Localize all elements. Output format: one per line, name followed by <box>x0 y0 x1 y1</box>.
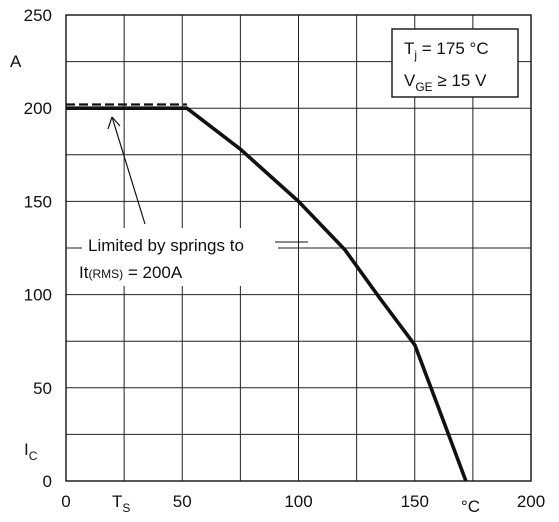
y-tick-label: 50 <box>33 379 52 398</box>
x-tick-labels: 0 50 100 150 200 <box>61 492 545 511</box>
y-tick-label: 100 <box>24 286 52 305</box>
y-tick-label: 150 <box>24 192 52 211</box>
plot-frame <box>65 14 532 482</box>
annotation-line-1: Limited by springs to <box>88 236 244 255</box>
legend-frame <box>391 28 519 98</box>
x-tick-label: 150 <box>401 492 429 511</box>
y-tick-label: 200 <box>24 99 52 118</box>
annotation-arrow <box>111 116 146 225</box>
y-unit-label: A <box>10 52 22 71</box>
x-tick-label: 50 <box>173 492 192 511</box>
y-tick-labels: 0 50 100 150 200 250 <box>24 6 52 491</box>
annotation: Limited by springs to It(RMS) = 200A <box>79 116 308 286</box>
y-axis-symbol: IC <box>24 440 38 463</box>
annotation-background <box>82 228 278 286</box>
series-group <box>66 103 468 482</box>
annotation-line-2: It(RMS) = 200A <box>79 263 183 282</box>
x-tick-label: 200 <box>517 492 545 511</box>
x-axis-symbol: TS <box>112 492 130 515</box>
series-line-solid <box>66 106 468 482</box>
y-tick-label: 250 <box>24 6 52 25</box>
x-tick-label: 100 <box>284 492 312 511</box>
x-unit-label: °C <box>461 497 480 516</box>
annotation-arrowhead <box>107 116 121 130</box>
legend-box: Tj = 175 °C VGE ≥ 15 V <box>391 28 519 98</box>
y-tick-label: 0 <box>43 472 52 491</box>
legend-line-2: VGE ≥ 15 V <box>404 71 487 94</box>
legend-line-1: Tj = 175 °C <box>404 39 489 62</box>
x-tick-label: 0 <box>61 492 70 511</box>
